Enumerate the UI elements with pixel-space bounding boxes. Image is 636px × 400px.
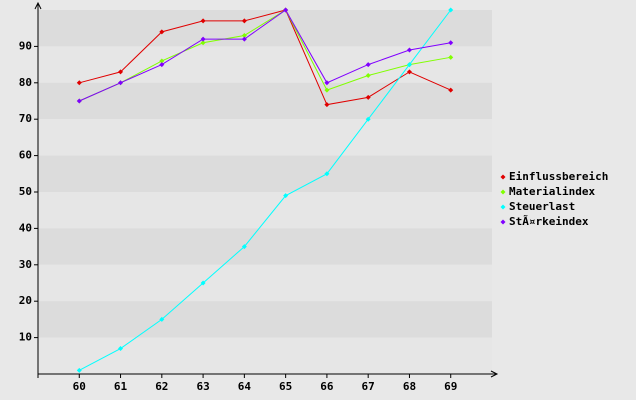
point (241, 18, 247, 24)
grid-band (38, 46, 492, 83)
point (324, 102, 330, 108)
point (448, 7, 454, 13)
grid-band (38, 82, 492, 120)
point (324, 87, 330, 93)
grid-band (38, 337, 492, 374)
legend-marker (500, 219, 506, 225)
y-tick-label: 60 (19, 149, 32, 162)
point (159, 62, 165, 68)
series-line (79, 9, 451, 102)
point (448, 40, 454, 46)
legend-marker (500, 174, 506, 180)
point (200, 280, 206, 286)
legend-marker (500, 204, 506, 210)
point (406, 47, 412, 53)
series-line (79, 9, 451, 102)
legend-label: Steuerlast (509, 200, 575, 213)
point (406, 69, 412, 75)
legend-marker (500, 189, 506, 195)
point (200, 40, 206, 46)
x-tick-label: 60 (73, 380, 86, 393)
point (448, 54, 454, 60)
grid-band (38, 228, 492, 265)
point (76, 98, 82, 104)
x-tick-label: 68 (403, 380, 416, 393)
point (324, 171, 330, 177)
y-tick-label: 80 (19, 76, 32, 89)
point (76, 80, 82, 86)
y-tick-label: 40 (19, 221, 32, 234)
point (365, 116, 371, 122)
point (241, 36, 247, 42)
grid-band (38, 192, 492, 229)
legend-label: Einflussbereich (509, 170, 608, 183)
point (159, 316, 165, 322)
point (118, 69, 124, 75)
y-axis-arrow (34, 1, 42, 10)
x-axis-arrow (490, 370, 499, 378)
point (200, 36, 206, 42)
series-line (79, 9, 451, 106)
point (159, 29, 165, 35)
grid-band (38, 10, 492, 47)
x-tick-label: 67 (362, 380, 375, 393)
legend-label: StÃ¤rkeindex (509, 215, 589, 228)
x-tick-label: 61 (114, 380, 128, 393)
y-tick-label: 70 (19, 112, 32, 125)
legend-label: Materialindex (509, 185, 595, 198)
y-tick-label: 10 (19, 331, 32, 344)
x-tick-label: 63 (196, 380, 209, 393)
grid-band (38, 155, 492, 192)
y-tick-label: 90 (19, 39, 32, 52)
point (365, 94, 371, 100)
point (365, 62, 371, 68)
point (76, 367, 82, 373)
point (159, 58, 165, 64)
point (200, 18, 206, 24)
x-tick-label: 65 (279, 380, 292, 393)
point (118, 346, 124, 352)
x-tick-label: 69 (444, 380, 457, 393)
x-tick-label: 62 (155, 380, 168, 393)
y-tick-label: 30 (19, 258, 32, 271)
x-tick-label: 64 (238, 380, 252, 393)
point (241, 244, 247, 250)
point (283, 7, 289, 13)
point (406, 62, 412, 68)
y-tick-label: 20 (19, 294, 32, 307)
grid-band (38, 119, 492, 156)
grid-band (38, 264, 492, 302)
point (118, 80, 124, 86)
point (365, 73, 371, 79)
point (241, 32, 247, 38)
point (283, 193, 289, 199)
x-tick-label: 66 (320, 380, 334, 393)
point (324, 80, 330, 86)
grid-band (38, 301, 492, 338)
series-line (79, 9, 452, 371)
y-tick-label: 50 (19, 185, 32, 198)
point (448, 87, 454, 93)
